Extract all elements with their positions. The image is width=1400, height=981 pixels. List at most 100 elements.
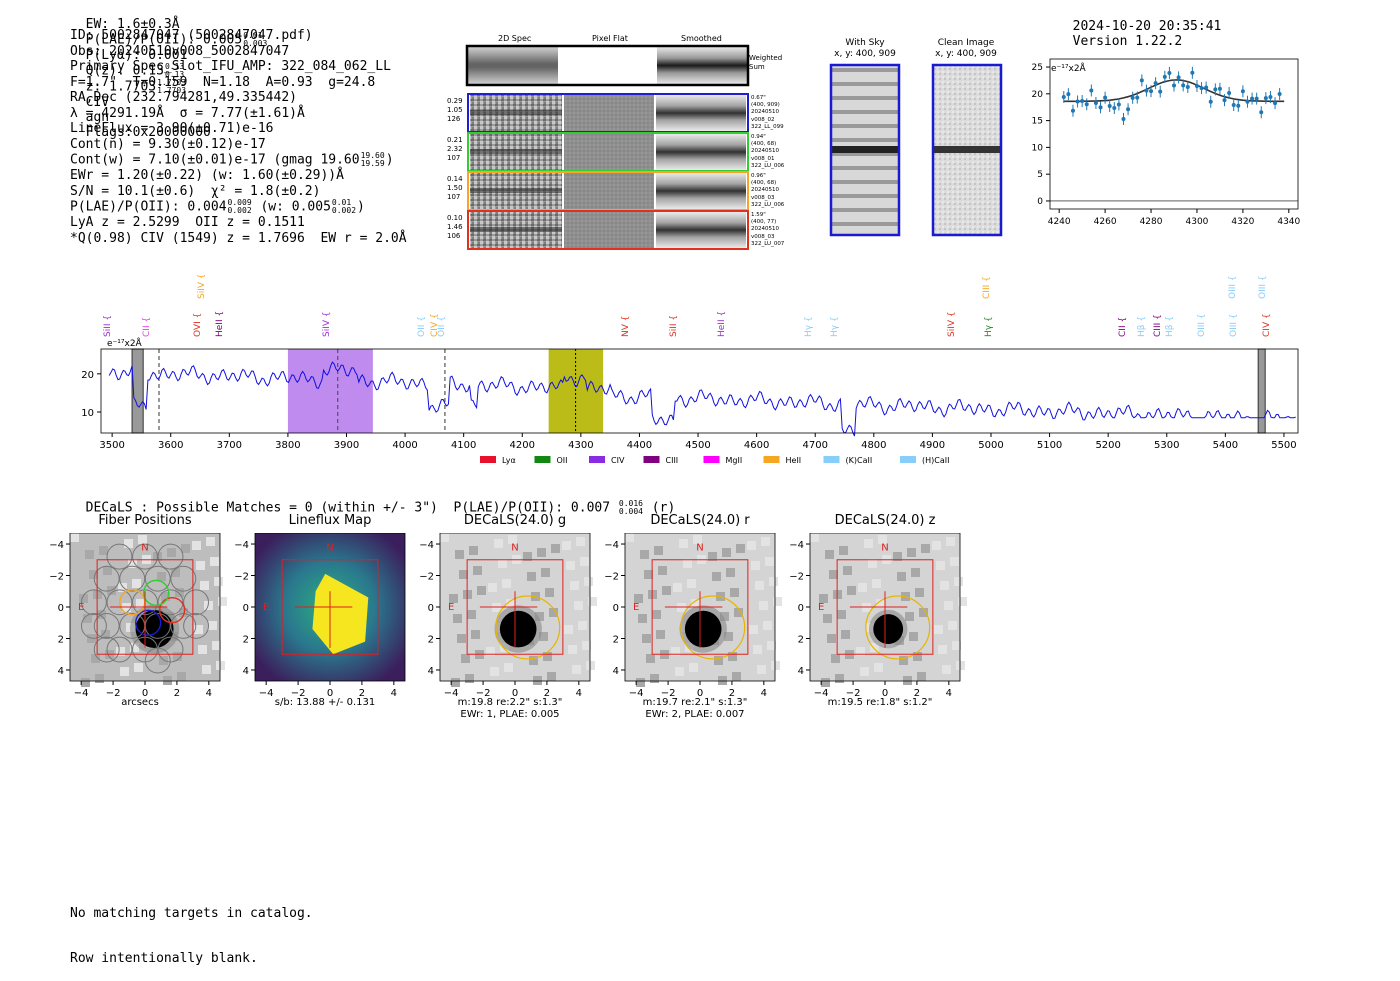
stamp-col-title-flat: Pixel Flat bbox=[592, 34, 628, 43]
zoom-data-point bbox=[1254, 96, 1259, 101]
panel-noise-pixel bbox=[473, 566, 482, 575]
panel-noise-pixel bbox=[662, 586, 671, 595]
panel-noise-pixel bbox=[642, 634, 651, 643]
stamp-left-values-0: 0.29 1.05 126 bbox=[447, 97, 463, 123]
panel-noise-pixel bbox=[103, 566, 112, 575]
panel-noise-pixel bbox=[537, 548, 546, 557]
zoom-ytick-label: 25 bbox=[1032, 63, 1043, 73]
panel-image-3: N E −4 4 −2 2 0 0 2 −2 4 −4 bbox=[604, 533, 782, 699]
panel-noise-pixel bbox=[533, 676, 542, 685]
legend-swatch bbox=[823, 456, 840, 463]
legend-label: CIV bbox=[611, 456, 625, 465]
panel-noise-pixel bbox=[578, 621, 587, 630]
panel-title-0: Fiber Positions bbox=[98, 513, 192, 528]
panel-noise-pixel bbox=[876, 599, 885, 608]
legend-label: (H)CaII bbox=[922, 456, 949, 465]
panel-noise-pixel bbox=[216, 661, 225, 670]
stamp-right-values-1: 0.94" (400, 68) 20240510 v008_01 322_LU_006 bbox=[751, 134, 785, 169]
header-plae: P(LAE)/P(OII): 0.005 bbox=[85, 32, 243, 48]
header-datetime: 2024-10-20 20:35:41 bbox=[1072, 19, 1222, 34]
stamp-right-values-3: 1.59" (400, 77) 20240510 v008_03 322_LU_007 bbox=[751, 212, 785, 247]
panel-ytick-label: 4 bbox=[428, 666, 434, 677]
search-box bbox=[836, 559, 934, 655]
spectrum-xtick-label: 3500 bbox=[99, 440, 124, 451]
panel-noise-pixel bbox=[640, 550, 649, 559]
with-sky-trace bbox=[831, 146, 899, 153]
spectrum-line-label: Hγ { bbox=[984, 316, 994, 337]
spectrum-line-label: OIII { bbox=[1197, 313, 1207, 337]
zoom-data-point bbox=[1126, 107, 1131, 112]
info-lambda: λ = 4291.19Å σ = 7.77(±1.61)Å bbox=[70, 105, 305, 121]
spectrum-xtick-label: 4100 bbox=[451, 440, 476, 451]
panel-noise-pixel bbox=[132, 579, 141, 588]
stamp-flat-0 bbox=[564, 95, 654, 131]
header-q-bounds: 0.13 0.13 bbox=[164, 62, 185, 79]
fiber-circle bbox=[170, 565, 197, 592]
zoom-data-point bbox=[1121, 116, 1126, 121]
panel-noise-pixel bbox=[498, 559, 507, 568]
panel-noise-pixel bbox=[210, 557, 219, 566]
clean-image-title: Clean Image x, y: 400, 909 bbox=[935, 38, 997, 59]
zoom-data-point bbox=[1061, 95, 1066, 100]
panel-noise-pixel bbox=[214, 577, 223, 586]
spectrum-line-label: CIII { bbox=[982, 276, 992, 299]
legend-label: (K)CaII bbox=[846, 456, 873, 465]
panel-noise-pixel bbox=[545, 588, 554, 597]
legend-label: CIII bbox=[666, 456, 679, 465]
search-box bbox=[651, 559, 749, 655]
compass-east: E bbox=[818, 602, 824, 613]
legend-label: OII bbox=[557, 456, 568, 465]
spectrum-civ-region bbox=[287, 349, 373, 433]
panel-noise-pixel bbox=[687, 579, 696, 588]
panel-noise-pixel bbox=[751, 561, 760, 570]
panel-image-1: N E −4 4 −2 2 0 0 2 −2 4 −4 bbox=[234, 533, 406, 699]
panel-noise-pixel bbox=[634, 594, 643, 603]
zoom-data-point bbox=[1213, 87, 1218, 92]
spectrum-xtick-label: 4000 bbox=[392, 440, 417, 451]
panel-noise-pixel bbox=[136, 599, 145, 608]
panel-noise-pixel bbox=[644, 570, 653, 579]
panel-noise-pixel bbox=[907, 548, 916, 557]
stamp-right-values-0: 0.67" (400, 909) 20240510 v008_02 322_LL_099 bbox=[751, 95, 784, 130]
panel-noise-pixel bbox=[773, 597, 782, 606]
panel-noise-pixel bbox=[730, 588, 739, 597]
info-plae: P(LAE)/P(OII): 0.004 0.009 0.002 (w: 0.005… bbox=[70, 198, 365, 215]
zoom-xtick-label: 4240 bbox=[1048, 217, 1071, 227]
stamp-left-values-2: 0.14 1.50 107 bbox=[447, 175, 463, 201]
panel-noise-pixel bbox=[843, 566, 852, 575]
panel-noise-pixel bbox=[81, 678, 90, 687]
panel-noise-pixel bbox=[469, 546, 478, 555]
fiber-circle bbox=[132, 543, 158, 570]
zoom-data-point bbox=[1084, 102, 1089, 107]
spectrum-xtick-label: 5300 bbox=[1154, 440, 1179, 451]
legend-label: Lyα bbox=[502, 456, 516, 465]
panel-noise-pixel bbox=[128, 559, 137, 568]
panel-noise-pixel bbox=[934, 625, 943, 634]
panel-noise-pixel bbox=[580, 557, 589, 566]
spectrum-line-label: OII { bbox=[437, 316, 447, 337]
panel-noise-pixel bbox=[938, 645, 947, 654]
header-plae-bounds: 0.01 0.003 bbox=[243, 31, 268, 48]
spectrum-xtick-label: 5000 bbox=[978, 440, 1003, 451]
panel-noise-pixel bbox=[656, 630, 665, 639]
panel-noise-pixel bbox=[572, 665, 581, 674]
zoom-data-point bbox=[1185, 84, 1190, 89]
panel-noise-pixel bbox=[471, 630, 480, 639]
info-ewr: EWr = 1.20(±0.22) (w: 1.60(±0.29))Å bbox=[70, 168, 344, 183]
legend-swatch bbox=[589, 456, 605, 463]
panel-noise-pixel bbox=[847, 586, 856, 595]
panel-noise-pixel bbox=[570, 581, 579, 590]
zoom-unit-label: e⁻¹⁷x2Å bbox=[1051, 62, 1087, 74]
fiber-circle bbox=[106, 589, 133, 616]
panel-noise-pixel bbox=[747, 541, 756, 550]
zoom-ytick-label: 5 bbox=[1037, 170, 1043, 180]
panel-ytick-label: 2 bbox=[243, 634, 249, 645]
spectrum-line-label: SiIV { bbox=[947, 311, 957, 337]
header-datetime-version: 2024-10-20 20:35:41 Version 1.22.2 bbox=[1057, 4, 1229, 49]
panel-noise-pixel bbox=[757, 665, 766, 674]
fiber-circle bbox=[119, 565, 146, 592]
spectrum-line-label: Hγ { bbox=[830, 316, 840, 337]
zoom-data-point bbox=[1227, 91, 1232, 96]
compass-north: N bbox=[141, 542, 148, 553]
panel-noise-pixel bbox=[769, 577, 778, 586]
